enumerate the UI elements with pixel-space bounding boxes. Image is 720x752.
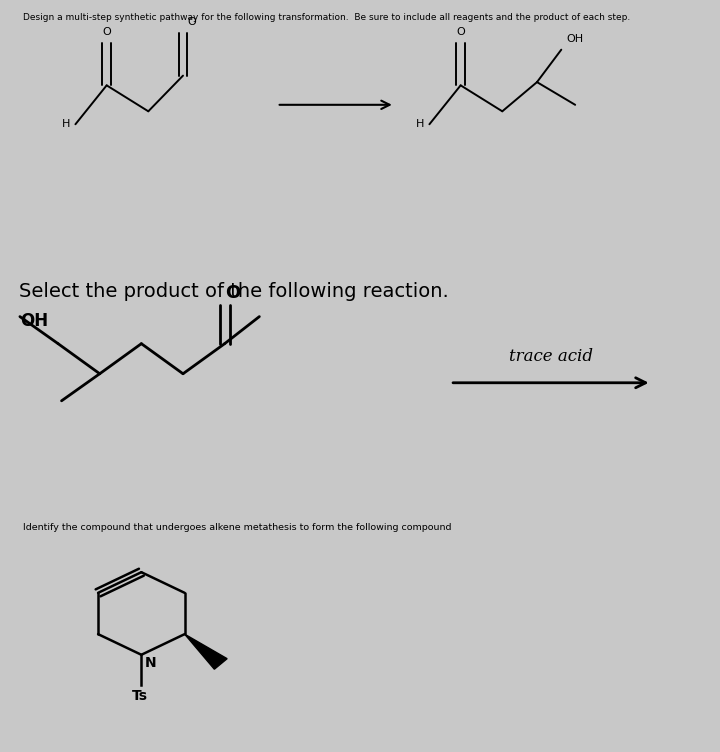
- Text: O: O: [187, 17, 196, 27]
- Text: N: N: [145, 656, 156, 670]
- Text: Select the product of the following reaction.: Select the product of the following reac…: [19, 282, 449, 301]
- Text: Ts: Ts: [132, 689, 148, 703]
- Text: H: H: [61, 120, 70, 129]
- Polygon shape: [184, 634, 227, 669]
- Text: Identify the compound that undergoes alkene metathesis to form the following com: Identify the compound that undergoes alk…: [23, 523, 452, 532]
- Text: O: O: [225, 284, 240, 302]
- Text: trace acid: trace acid: [509, 347, 593, 365]
- Text: OH: OH: [567, 35, 584, 44]
- Text: OH: OH: [20, 312, 48, 330]
- Text: O: O: [102, 27, 111, 37]
- Text: Design a multi-step synthetic pathway for the following transformation.  Be sure: Design a multi-step synthetic pathway fo…: [23, 13, 631, 22]
- Text: O: O: [456, 27, 465, 37]
- Text: H: H: [415, 120, 424, 129]
